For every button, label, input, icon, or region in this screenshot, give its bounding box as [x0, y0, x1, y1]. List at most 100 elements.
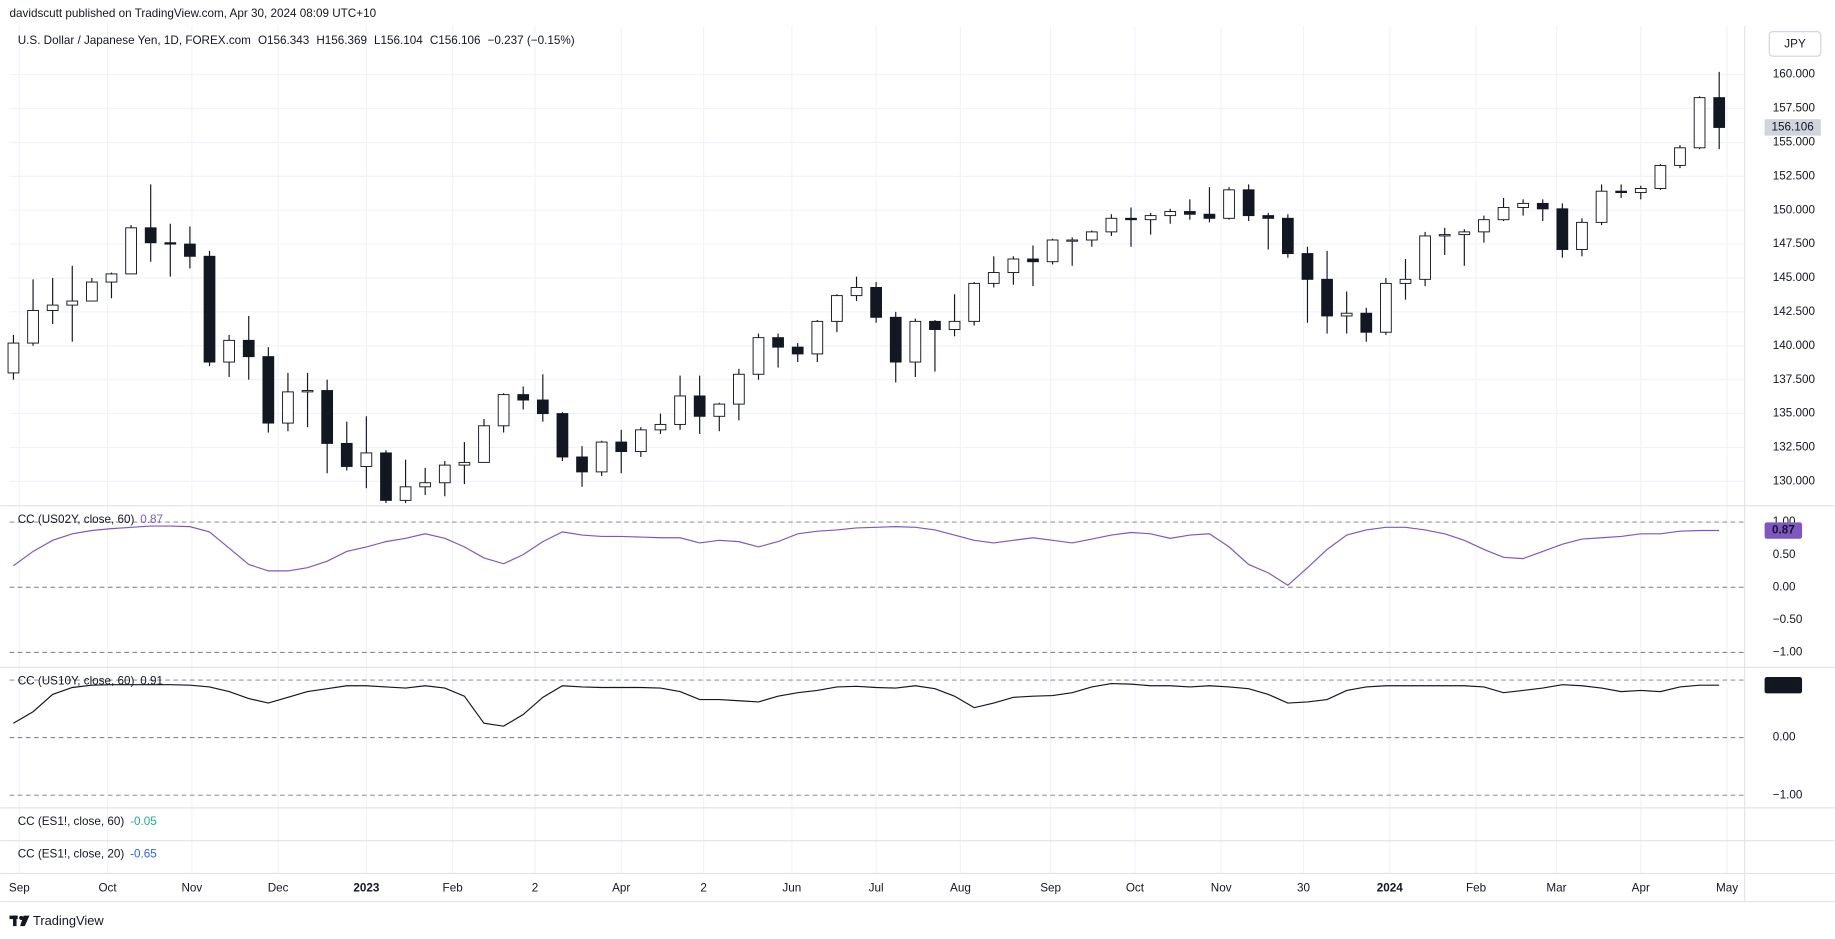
candle-body [1634, 188, 1647, 194]
x-tick-label: 30 [1297, 882, 1311, 895]
candle-body [419, 482, 432, 488]
candle-body [929, 320, 941, 330]
candle-body [1046, 239, 1059, 263]
last-value-badge [1764, 522, 1803, 539]
candle-body [772, 337, 784, 348]
pane-title-value: -0.05 [130, 815, 157, 828]
candle-body [380, 452, 392, 501]
pane-title: CC (ES1!, close, 60) -0.05 [18, 815, 158, 828]
y-tick-label: 0.50 [1773, 548, 1796, 561]
candle-body [1576, 221, 1588, 250]
candle-body [1066, 239, 1079, 242]
candle-body [1321, 278, 1333, 317]
y-tick-label: 142.500 [1773, 305, 1816, 318]
x-tick-label: Apr [612, 882, 630, 895]
candle-body [693, 395, 706, 417]
ohlc-stat: −0.237 (−0.15%) [488, 34, 575, 47]
candle-body [870, 287, 882, 318]
candle-body [595, 441, 608, 473]
candle-body [321, 390, 334, 444]
candle-body [1615, 190, 1628, 194]
y-tick-label: 160.000 [1773, 68, 1816, 81]
candle-body [556, 413, 569, 458]
footer-brand: TradingView [33, 913, 104, 928]
y-tick-label: 157.500 [1773, 102, 1816, 115]
currency-label[interactable]: JPY [1784, 38, 1806, 51]
candle-body [948, 320, 961, 330]
x-tick-label: Sep [1040, 882, 1061, 895]
x-tick-label: 2024 [1377, 882, 1404, 895]
candle-body [1164, 211, 1177, 217]
last-value-label: 0.91 [1772, 678, 1795, 691]
candle-body [1497, 206, 1510, 221]
x-tick-label: May [1716, 882, 1738, 895]
candle-body [1556, 208, 1569, 250]
y-tick-label: 130.000 [1773, 474, 1816, 487]
candle-body [1007, 258, 1020, 274]
candle-body [458, 461, 471, 466]
last-price-label: 156.106 [1772, 120, 1814, 133]
candle-body [164, 242, 177, 245]
pane-title-value: 0.87 [140, 513, 163, 526]
candle-body [831, 295, 843, 322]
candle-body [399, 486, 412, 501]
x-tick-label: 2 [700, 882, 707, 895]
y-tick-label: 0.00 [1773, 580, 1796, 593]
tradingview-logo [9, 915, 30, 927]
y-tick-label: 147.500 [1773, 237, 1816, 250]
candle-body [634, 429, 647, 453]
candle-body [576, 456, 588, 473]
candle-body [340, 442, 353, 467]
candle-body [1203, 213, 1216, 219]
ohlc-stat: H156.369 [316, 34, 367, 47]
candle-body [105, 273, 118, 283]
candle-body [1301, 253, 1314, 280]
candle-body [791, 346, 804, 355]
y-tick-label: −1.00 [1773, 645, 1803, 658]
y-tick-label: 137.500 [1773, 373, 1816, 386]
candle-body [1419, 235, 1431, 280]
candle-body [968, 282, 981, 322]
x-tick-label: Jul [869, 882, 884, 895]
candle-body [262, 356, 275, 424]
candle-body [752, 337, 765, 375]
candle-body [497, 394, 510, 427]
x-tick-label: Oct [98, 882, 117, 895]
candle-body [46, 304, 59, 311]
y-tick-label: 132.500 [1773, 441, 1816, 454]
pane-title-text: CC (ES1!, close, 20) [18, 848, 125, 861]
candle-body [301, 390, 314, 393]
candle-body [223, 339, 235, 363]
candle-body [536, 399, 549, 415]
correlation-line [13, 682, 1720, 727]
ohlc-stat: C156.106 [430, 34, 481, 47]
candle-body [1654, 164, 1667, 189]
x-tick-label: Feb [1466, 882, 1487, 895]
pane-title-text: CC (US02Y, close, 60) [18, 513, 135, 526]
y-tick-label: 140.000 [1773, 339, 1816, 352]
pane-title-value: -0.65 [130, 848, 157, 861]
candle-body [1713, 97, 1726, 128]
candle-body [1674, 147, 1686, 166]
candle-body [1027, 258, 1039, 263]
pane-title-value: 0.91 [140, 675, 163, 688]
currency-button[interactable] [1768, 31, 1822, 57]
candle-body [27, 310, 39, 344]
candle-body [1340, 312, 1353, 317]
candle-body [282, 391, 294, 424]
candle-body [1242, 189, 1255, 217]
candle-body [615, 441, 628, 453]
candle-body [438, 464, 451, 484]
candle-body [478, 425, 490, 463]
x-tick-label: Nov [1211, 882, 1232, 895]
candle-body [654, 423, 667, 431]
candle-body [242, 339, 255, 358]
y-tick-label: 0.00 [1773, 731, 1796, 744]
candle-body [203, 255, 216, 363]
candle-body [360, 452, 373, 467]
x-tick-label: Dec [268, 882, 289, 895]
candle-body [987, 272, 1000, 284]
